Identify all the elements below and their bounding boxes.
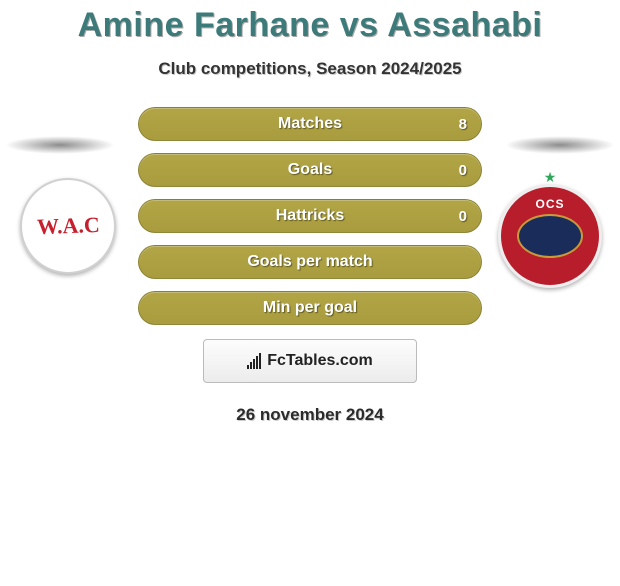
stat-label: Goals: [288, 161, 332, 179]
brand-text: FcTables.com: [267, 352, 373, 370]
stat-row: Goals 0: [138, 153, 482, 187]
date-text: 26 november 2024: [0, 405, 620, 425]
stat-label: Min per goal: [263, 299, 357, 317]
stat-row: Min per goal: [138, 291, 482, 325]
star-icon: ★: [544, 169, 557, 186]
stat-right: 0: [459, 208, 467, 225]
brand-badge: FcTables.com: [203, 339, 417, 383]
stats-list: Matches 8 Goals 0 Hattricks 0 Goals per …: [138, 107, 482, 325]
right-team-logo: ★ OCS: [498, 184, 602, 288]
right-shadow: [505, 136, 615, 154]
stat-label: Matches: [278, 115, 342, 133]
stat-row: Goals per match: [138, 245, 482, 279]
right-team-abbr: OCS: [535, 197, 564, 211]
stat-label: Goals per match: [247, 253, 372, 271]
left-shadow: [5, 136, 115, 154]
right-logo-oval: [517, 214, 583, 258]
left-team-logo: W.A.C: [20, 178, 116, 274]
left-team-abbr: W.A.C: [36, 216, 99, 236]
stat-label: Hattricks: [276, 207, 344, 225]
stat-right: 0: [459, 162, 467, 179]
stat-row: Hattricks 0: [138, 199, 482, 233]
stat-row: Matches 8: [138, 107, 482, 141]
stat-right: 8: [459, 116, 467, 133]
page-subtitle: Club competitions, Season 2024/2025: [0, 59, 620, 79]
page-title: Amine Farhane vs Assahabi: [0, 6, 620, 45]
bars-icon: [247, 353, 261, 369]
